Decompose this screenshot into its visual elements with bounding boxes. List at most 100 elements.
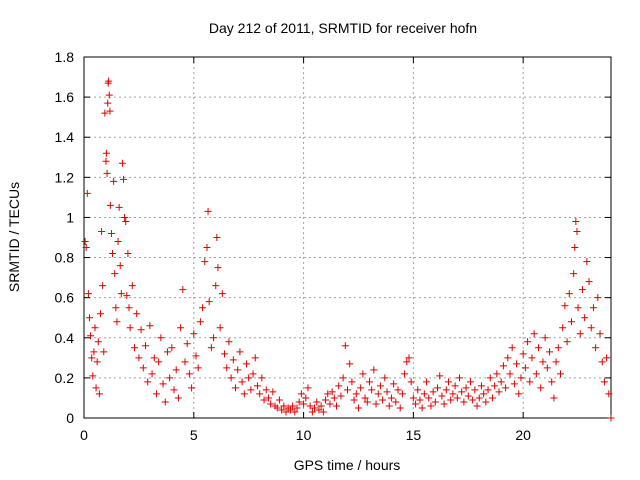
data-point — [258, 374, 266, 382]
data-point — [311, 404, 319, 412]
data-point — [401, 370, 409, 378]
data-point — [510, 380, 518, 388]
data-point — [273, 404, 281, 412]
data-point — [447, 396, 455, 404]
y-tick-label: 1.6 — [55, 89, 75, 105]
data-point — [412, 400, 420, 408]
data-point — [207, 344, 215, 352]
data-point — [539, 358, 547, 366]
data-point — [126, 324, 134, 332]
data-point — [295, 398, 303, 406]
data-point — [115, 203, 123, 211]
x-tick-label: 5 — [190, 427, 198, 443]
data-point — [232, 384, 240, 392]
data-point — [497, 378, 505, 386]
data-point — [354, 404, 362, 412]
data-point — [352, 390, 360, 398]
data-point — [423, 378, 431, 386]
data-point — [570, 270, 578, 278]
data-point — [359, 370, 367, 378]
data-point — [607, 414, 615, 422]
data-point — [348, 378, 356, 386]
data-point — [357, 384, 365, 392]
plot-frame — [83, 56, 612, 419]
data-point — [98, 227, 106, 235]
data-point — [124, 250, 132, 258]
data-point — [480, 390, 488, 398]
data-point — [598, 358, 606, 366]
data-point — [269, 388, 277, 396]
x-tick-label: 0 — [80, 427, 88, 443]
data-point — [181, 358, 189, 366]
data-point — [120, 175, 128, 183]
data-point — [139, 364, 147, 372]
data-point — [218, 290, 226, 298]
chart-title: Day 212 of 2011, SRMTID for receiver hof… — [209, 20, 477, 36]
data-point — [573, 227, 581, 235]
data-point — [572, 217, 580, 225]
data-point — [565, 290, 573, 298]
data-point — [409, 394, 417, 402]
data-point — [161, 398, 169, 406]
data-point — [504, 354, 512, 362]
data-point — [524, 338, 532, 346]
data-point — [275, 396, 283, 404]
data-point — [587, 324, 595, 332]
data-point — [502, 384, 510, 392]
data-point — [146, 322, 154, 330]
data-point — [204, 207, 212, 215]
data-point — [567, 318, 575, 326]
data-point — [578, 286, 586, 294]
data-point — [192, 352, 200, 360]
data-point — [213, 234, 221, 241]
data-point — [103, 169, 111, 177]
data-point — [174, 394, 182, 402]
data-point — [506, 370, 514, 378]
data-point — [548, 378, 556, 386]
y-tick-label: 1 — [66, 209, 74, 225]
data-point — [190, 330, 198, 338]
data-point — [300, 400, 308, 408]
data-point — [396, 404, 404, 412]
data-point — [90, 348, 98, 356]
data-point — [110, 177, 118, 185]
data-point — [583, 258, 591, 266]
data-point — [104, 99, 112, 107]
data-point — [150, 354, 158, 362]
data-point — [374, 390, 382, 398]
data-point — [102, 149, 110, 157]
data-point — [416, 396, 424, 404]
data-point — [521, 364, 529, 372]
data-point — [133, 310, 141, 318]
data-point — [554, 344, 562, 352]
data-point — [532, 370, 540, 378]
data-point — [471, 386, 479, 394]
data-point — [499, 362, 507, 370]
data-point — [152, 390, 160, 398]
data-point — [159, 380, 167, 388]
data-point — [315, 406, 323, 414]
data-point — [203, 244, 211, 252]
data-point — [280, 402, 288, 410]
data-point — [559, 324, 567, 332]
data-point — [361, 394, 369, 402]
data-point — [185, 370, 193, 378]
data-point — [561, 302, 569, 310]
data-point — [405, 354, 413, 362]
data-point — [526, 378, 534, 386]
data-point — [442, 386, 450, 394]
data-point — [196, 318, 204, 326]
data-point — [495, 388, 503, 396]
data-point — [379, 396, 387, 404]
data-point — [94, 338, 102, 346]
data-point — [166, 374, 174, 382]
data-point — [102, 157, 110, 165]
data-point — [528, 354, 536, 362]
data-point — [394, 386, 402, 394]
data-point — [594, 294, 602, 302]
data-point — [118, 159, 126, 167]
data-point — [117, 290, 125, 298]
data-point — [199, 304, 207, 312]
data-point — [322, 396, 330, 404]
